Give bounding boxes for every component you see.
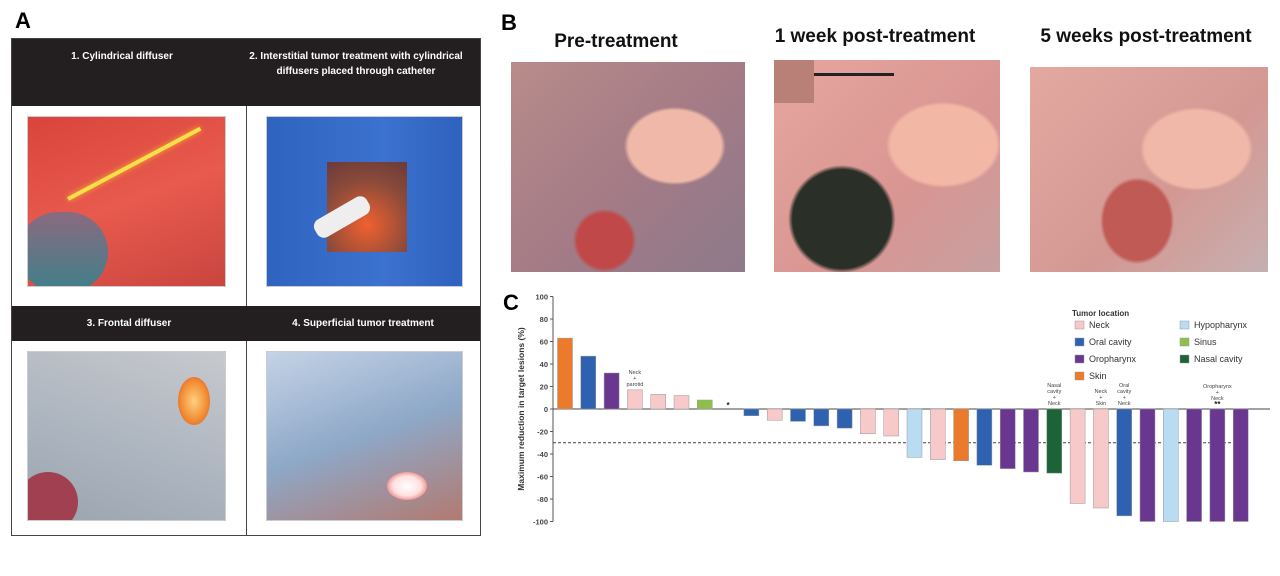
bar-hypopharynx — [1163, 408, 1179, 522]
bar-annotation: + — [1099, 395, 1102, 401]
cell-title-4: 4. Superficial tumor treatment — [292, 318, 434, 329]
legend-label: Sinus — [1194, 337, 1217, 347]
legend-label: Oral cavity — [1089, 337, 1132, 347]
bar-annotation: Neck — [1211, 396, 1224, 402]
bar-annotation: + — [1123, 395, 1126, 401]
bar-annotation: + — [633, 376, 636, 382]
legend-swatch — [1179, 320, 1190, 330]
bar-marker: ** — [1214, 400, 1221, 409]
legend-swatch — [1074, 337, 1085, 347]
bar-annotation: Oropharynx — [1203, 384, 1232, 390]
bar-oral-cavity — [790, 408, 806, 422]
legend-label: Nasal cavity — [1194, 354, 1243, 364]
panel-a-header-top: 1. Cylindrical diffuser 2. Interstitial … — [12, 39, 480, 106]
panel-a-frame: 1. Cylindrical diffuser 2. Interstitial … — [11, 38, 481, 536]
legend-title: Tumor location — [1072, 309, 1129, 318]
photo-title-pre: Pre-treatment — [554, 31, 678, 52]
bar-annotation: cavity — [1117, 389, 1131, 395]
bar-neck — [1069, 408, 1086, 504]
bar-oral-cavity — [580, 355, 597, 410]
bar-skin — [557, 337, 573, 410]
bar-neck — [650, 394, 666, 410]
bar-oropharynx — [1023, 408, 1039, 473]
y-tick-label: 80 — [540, 315, 548, 324]
bar-oral-cavity — [813, 408, 830, 427]
photo-interstitial-treatment — [265, 116, 463, 287]
photo-title-1week: 1 week post-treatment — [774, 26, 976, 47]
bar-sinus — [697, 399, 713, 410]
legend-swatch — [1179, 354, 1190, 364]
waterfall-chart: Maximum reduction in target lesions (%) … — [516, 293, 1270, 527]
bar-oral-cavity — [976, 408, 993, 466]
photo-frontal-diffuser — [27, 351, 226, 521]
legend-swatch — [1074, 320, 1085, 330]
bar-annotation: Neck — [1095, 389, 1108, 395]
y-tick-label: -80 — [537, 495, 548, 504]
bar-annotation: parotid — [626, 382, 643, 388]
y-tick-label: 60 — [540, 338, 548, 347]
y-axis-label: Maximum reduction in target lesions (%) — [516, 327, 526, 491]
cell-title-2: 2. Interstitial tumor treatment with cyl… — [249, 51, 463, 77]
panel-c-label: C — [503, 290, 519, 315]
bar-annotation: Neck — [1048, 401, 1061, 407]
bar-neck — [673, 395, 690, 410]
bar-neck — [627, 389, 643, 410]
bar-oropharynx — [603, 372, 620, 410]
panel-a-header-bottom: 3. Frontal diffuser 4. Superficial tumor… — [12, 306, 480, 341]
bar-annotation: + — [1216, 390, 1219, 396]
bar-neck — [883, 408, 899, 437]
bar-oropharynx — [1139, 408, 1156, 522]
bar-neck — [930, 408, 946, 460]
bar-neck — [766, 408, 783, 421]
bar-annotation: Nasal — [1047, 383, 1061, 389]
photo-title-5weeks: 5 weeks post-treatment — [1040, 26, 1252, 47]
bar-annotation: Oral — [1119, 383, 1129, 389]
bar-oropharynx — [1209, 408, 1226, 522]
bar-oropharynx — [1186, 408, 1202, 522]
bar-oropharynx — [1232, 408, 1249, 522]
y-tick-label: -20 — [537, 428, 548, 437]
bar-oropharynx — [999, 408, 1016, 469]
legend-label: Neck — [1089, 320, 1110, 330]
legend-swatch — [1074, 371, 1085, 381]
bar-annotation: Neck — [1118, 401, 1131, 407]
bar-nasal-cavity — [1046, 408, 1063, 474]
photo-pre-treatment — [511, 62, 745, 272]
legend-label: Hypopharynx — [1194, 320, 1248, 330]
photo-1-week-post — [774, 60, 1000, 272]
bar-annotation: + — [1053, 395, 1056, 401]
y-tick-label: -40 — [537, 450, 548, 459]
cell-title-3: 3. Frontal diffuser — [86, 318, 172, 329]
y-tick-label: -100 — [533, 518, 548, 527]
bar-neck — [860, 408, 876, 434]
cell-title-1: 1. Cylindrical diffuser — [71, 51, 173, 62]
legend-swatch — [1179, 337, 1190, 347]
photo-5-weeks-post — [1030, 67, 1268, 272]
photo-superficial-treatment — [265, 351, 463, 521]
y-tick-label: 100 — [535, 293, 548, 302]
photo-cylindrical-diffuser — [27, 116, 226, 287]
y-tick-label: 40 — [540, 360, 548, 369]
bar-skin — [953, 408, 969, 461]
bar-annotation: Neck — [629, 370, 642, 376]
bar-marker: * — [727, 401, 731, 410]
bar-hypopharynx — [906, 408, 923, 458]
bar-oral-cavity — [743, 408, 760, 416]
panel-a-label: A — [15, 8, 31, 33]
bar-annotation: cavity — [1047, 389, 1061, 395]
legend-label: Skin — [1089, 371, 1107, 381]
panel-b-label: B — [501, 10, 517, 35]
bar-oral-cavity — [1116, 408, 1132, 517]
bar-oral-cavity — [836, 408, 853, 429]
bar-neck — [1093, 408, 1109, 509]
y-tick-label: 20 — [540, 383, 548, 392]
legend-swatch — [1074, 354, 1085, 364]
bar-annotation: Skin — [1096, 401, 1107, 407]
legend-label: Oropharynx — [1089, 354, 1137, 364]
y-tick-label: 0 — [544, 405, 548, 414]
y-tick-label: -60 — [537, 473, 548, 482]
